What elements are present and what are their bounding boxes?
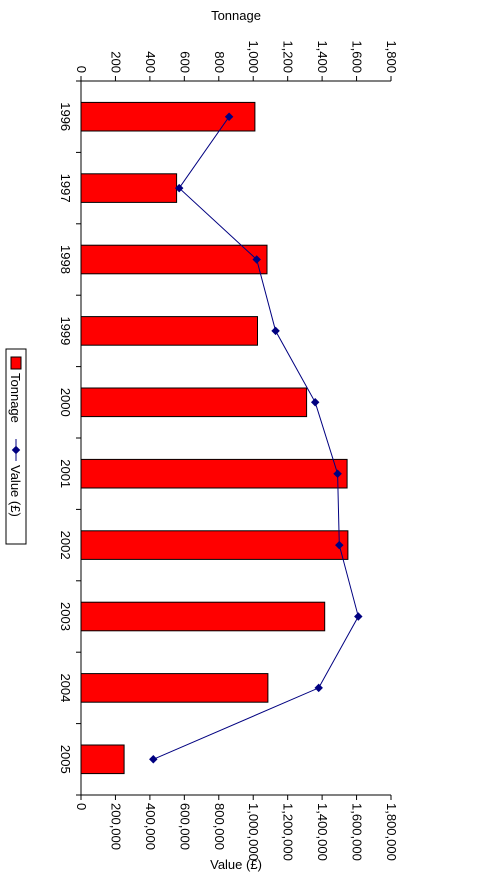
right-tick-label-2: 400,000	[143, 803, 158, 850]
tonnage-bar-2005	[80, 744, 125, 775]
right-tick-label-7: 1,400,000	[315, 803, 330, 861]
tonnage-bar-2001	[80, 458, 348, 489]
right-axis-title: Value (£)	[210, 857, 262, 872]
left-tick-label-8: 1,600	[350, 40, 365, 73]
right-tick-label-6: 1,200,000	[281, 803, 296, 861]
tonnage-bar-2004	[80, 673, 269, 703]
tonnage-bar-2002	[80, 530, 349, 560]
category-label-1996: 1996	[58, 102, 73, 131]
category-label-2004: 2004	[58, 673, 73, 702]
left-tick-label-3: 600	[177, 51, 192, 73]
value-marker-1998	[252, 255, 261, 264]
legend-value-marker-swatch	[11, 445, 21, 455]
left-tick-label-4: 800	[212, 51, 227, 73]
right-tick-label-1: 200,000	[108, 803, 123, 850]
left-axis-title: Tonnage	[211, 8, 261, 23]
value-line	[153, 116, 359, 760]
left-tick-label-5: 1,000	[246, 40, 261, 73]
value-marker-2000	[310, 398, 320, 407]
category-label-1997: 1997	[58, 174, 73, 203]
right-tick-label-0: 0	[74, 803, 89, 810]
tonnage-bar-1999	[80, 316, 258, 346]
category-label-2001: 2001	[58, 459, 73, 488]
tonnage-bars	[80, 101, 349, 775]
legend: Tonnage Value (£)	[5, 348, 27, 545]
right-tick-label-5: 1,000,000	[246, 803, 261, 861]
left-axis-ticks: 0 200 400 600 800 1,000 1,200 1,400 1,600 1,800	[74, 40, 399, 81]
left-tick-label-6: 1,200	[281, 40, 296, 73]
value-marker-1999	[271, 326, 280, 336]
category-label-1998: 1998	[58, 245, 73, 274]
tonnage-bar-2000	[80, 387, 308, 418]
category-ticks: 1996 1997 1998 1999 2000 2001 2002 2003 2004 2005	[58, 80, 81, 796]
legend-value-label: Value (£)	[8, 465, 23, 517]
right-tick-label-4: 800,000	[212, 803, 227, 850]
category-label-1999: 1999	[58, 316, 73, 345]
category-label-2000: 2000	[58, 388, 73, 417]
category-label-2005: 2005	[58, 745, 73, 774]
tonnage-bar-1998	[80, 244, 268, 275]
left-tick-label-0: 0	[74, 66, 89, 73]
right-tick-label-9: 1,800,000	[384, 803, 399, 861]
category-label-2002: 2002	[58, 531, 73, 560]
value-marker-2001	[333, 469, 342, 478]
tonnage-bar-2003	[80, 601, 326, 632]
right-tick-label-3: 600,000	[177, 803, 192, 850]
left-tick-label-7: 1,400	[315, 40, 330, 73]
tonnage-bar-1997	[80, 173, 178, 203]
value-marker-1996	[224, 112, 234, 121]
chart-rotated-frame: 0 200 400 600 800 1,000 1,200 1,400 1,600 1,800 0…	[5, 8, 399, 872]
right-axis-ticks: 0 200,000 400,000 600,000 800,000 1,000,000 1,…	[74, 795, 399, 861]
left-tick-label-9: 1,800	[384, 40, 399, 73]
legend-tonnage-swatch	[10, 356, 22, 370]
legend-tonnage-label: Tonnage	[8, 373, 23, 423]
category-label-2003: 2003	[58, 602, 73, 631]
left-tick-label-2: 400	[143, 51, 158, 73]
right-tick-label-8: 1,600,000	[350, 803, 365, 861]
left-tick-label-1: 200	[108, 51, 123, 73]
